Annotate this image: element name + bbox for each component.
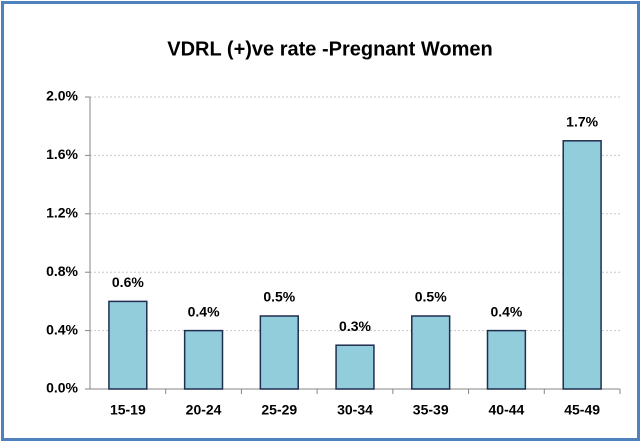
value-label: 1.7% bbox=[566, 114, 598, 130]
y-tick-label: 1.2% bbox=[46, 205, 78, 221]
bar bbox=[335, 344, 375, 390]
y-tick-label: 0.4% bbox=[46, 321, 78, 337]
bar bbox=[183, 329, 224, 390]
x-tick-label: 15-19 bbox=[110, 402, 146, 418]
x-tick-label: 40-44 bbox=[489, 402, 525, 418]
bar bbox=[486, 329, 527, 390]
x-tick-label: 20-24 bbox=[186, 402, 222, 418]
y-tick-label: 2.0% bbox=[46, 88, 78, 104]
value-label: 0.5% bbox=[415, 289, 447, 305]
chart-title: VDRL (+)ve rate -Pregnant Women bbox=[167, 38, 492, 60]
bar bbox=[562, 140, 602, 390]
value-label: 0.6% bbox=[112, 274, 144, 290]
x-tick-label: 25-29 bbox=[261, 402, 297, 418]
y-tick-label: 1.6% bbox=[46, 146, 78, 162]
bar bbox=[259, 315, 299, 390]
bar bbox=[108, 300, 148, 390]
y-tick-label: 0.0% bbox=[46, 380, 78, 396]
x-tick-label: 30-34 bbox=[337, 402, 373, 418]
value-label: 0.4% bbox=[490, 303, 522, 319]
x-tick-label: 45-49 bbox=[564, 402, 600, 418]
value-label: 0.4% bbox=[188, 303, 220, 319]
value-label: 0.5% bbox=[263, 289, 295, 305]
x-tick-label: 35-39 bbox=[413, 402, 449, 418]
value-label: 0.3% bbox=[339, 318, 371, 334]
y-tick-label: 0.8% bbox=[46, 263, 78, 279]
bar bbox=[411, 315, 451, 390]
